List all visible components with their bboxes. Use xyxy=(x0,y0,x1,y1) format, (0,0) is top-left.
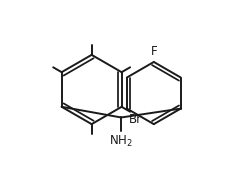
Text: NH$_2$: NH$_2$ xyxy=(109,134,133,149)
Text: F: F xyxy=(150,45,157,57)
Text: Br: Br xyxy=(129,112,142,125)
